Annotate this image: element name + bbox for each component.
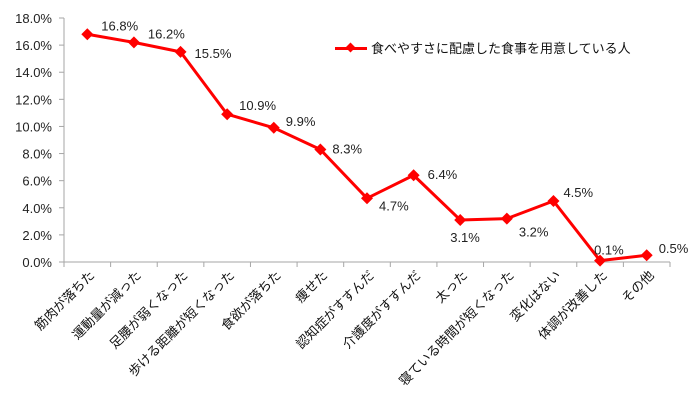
legend-label: 食べやすさに配慮した食事を用意している人 <box>371 42 631 57</box>
data-label: 0.5% <box>659 241 689 256</box>
data-label: 6.4% <box>428 167 458 182</box>
y-tick-label: 0.0% <box>22 255 52 270</box>
x-tick-label: 痩せた <box>292 268 331 307</box>
diamond-marker-icon <box>267 121 280 134</box>
series-line <box>87 32 647 263</box>
y-tick-label: 2.0% <box>22 228 52 243</box>
y-tick-label: 14.0% <box>15 65 52 80</box>
data-label: 16.8% <box>101 18 138 33</box>
chart-axes <box>59 18 670 263</box>
diamond-marker-icon <box>127 36 140 49</box>
diamond-marker-icon <box>407 169 420 182</box>
diamond-marker-icon <box>314 143 327 156</box>
x-tick-label: 足腰が弱くなった <box>107 268 191 352</box>
x-tick-label: 認知症がすすんだ <box>293 268 378 353</box>
data-label: 15.5% <box>195 46 232 61</box>
diamond-marker-icon <box>361 192 373 205</box>
data-label: 0.1% <box>594 243 624 258</box>
data-label: 4.7% <box>379 198 409 213</box>
x-tick-label: 太った <box>433 268 471 306</box>
y-tick-label: 16.0% <box>15 38 52 53</box>
data-label: 10.9% <box>239 98 276 113</box>
x-axis-ticks <box>63 262 671 267</box>
chart-legend: 食べやすさに配慮した食事を用意している人 <box>335 38 631 57</box>
diamond-marker-icon <box>454 213 467 226</box>
x-tick-label: 介護度がすすんだ <box>340 268 425 353</box>
data-label: 4.5% <box>563 185 593 200</box>
data-label: 3.1% <box>450 230 480 245</box>
diamond-marker-icon <box>81 28 94 41</box>
legend-line-diamond-icon <box>335 42 367 54</box>
data-label: 8.3% <box>332 141 362 156</box>
y-tick-label: 8.0% <box>22 147 52 162</box>
y-tick-label: 10.0% <box>15 119 52 134</box>
data-label: 3.2% <box>519 225 549 240</box>
diamond-marker-icon <box>500 212 513 225</box>
data-label: 16.2% <box>148 26 185 41</box>
diamond-marker-icon <box>221 108 234 121</box>
diamond-marker-icon <box>547 195 560 207</box>
data-labels: 16.8% 16.2% 15.5% 10.9% 9.9% 8.3% 4.7% 6.4% 3.1%… <box>101 18 688 257</box>
y-tick-label: 18.0% <box>15 11 52 26</box>
y-tick-label: 4.0% <box>22 201 52 216</box>
diamond-marker-icon <box>594 254 607 267</box>
y-tick-label: 12.0% <box>15 92 52 107</box>
y-axis-ticks: 0.0% 2.0% 4.0% 6.0% 8.0% 10.0% 12.0% 14.0% 16.0%… <box>15 11 64 270</box>
x-tick-label: その他 <box>619 268 657 306</box>
data-label: 9.9% <box>286 114 316 129</box>
diamond-marker-icon <box>174 45 187 58</box>
y-tick-label: 6.0% <box>22 174 52 189</box>
diamond-marker-icon <box>640 249 653 262</box>
series-markers <box>81 28 653 267</box>
